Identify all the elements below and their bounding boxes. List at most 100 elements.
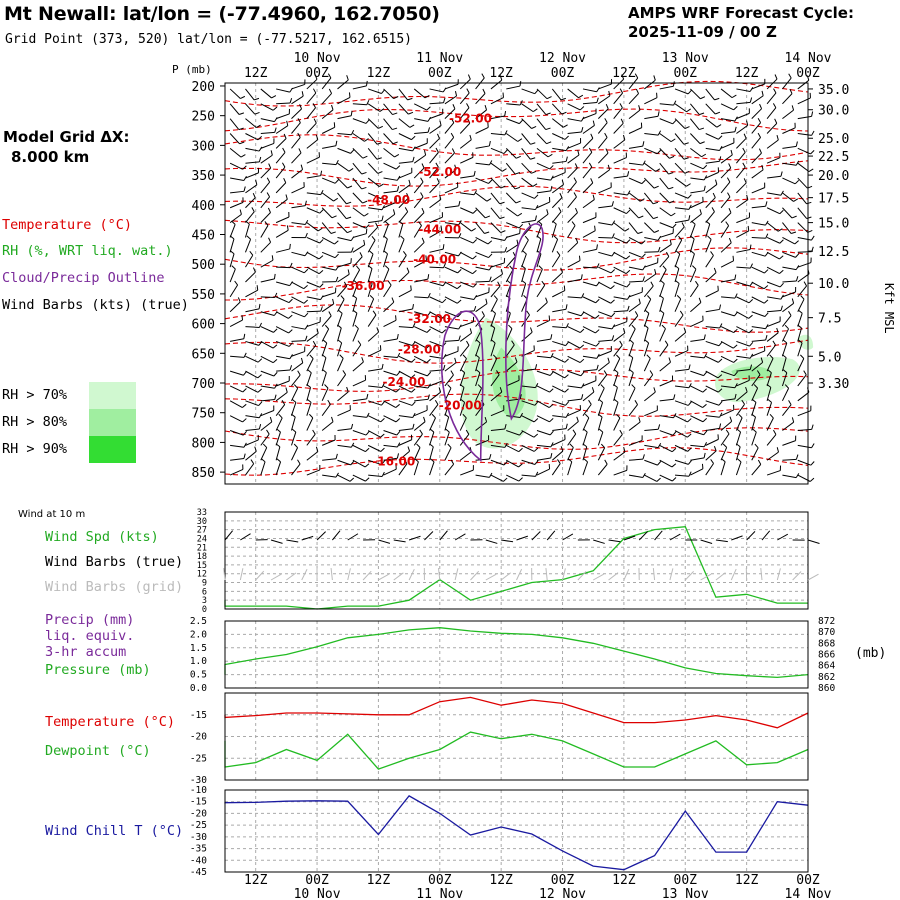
wind-barb — [304, 324, 309, 330]
wind-barb — [411, 358, 416, 363]
surface-wind-barb-grid — [516, 568, 523, 581]
wind-barb — [352, 344, 362, 357]
pressure-right-tick: 864 — [818, 661, 835, 672]
surface-wind-barb-grid — [362, 570, 372, 581]
wind-barb — [312, 88, 317, 94]
wind-barb — [281, 162, 286, 168]
wind-barb — [276, 369, 291, 372]
wind-barb — [291, 152, 302, 164]
wind-barb — [551, 184, 564, 194]
wind-barb — [657, 130, 662, 136]
wind-barb — [567, 458, 573, 463]
wind-barb — [647, 295, 652, 300]
wind-barb — [249, 250, 254, 256]
wind-barb — [582, 431, 588, 446]
wind-barb — [469, 328, 473, 334]
wind-barb — [383, 444, 398, 448]
wind-barb — [717, 388, 723, 393]
wind-barb — [592, 120, 595, 126]
wind-barb — [484, 105, 488, 111]
wind-barb — [383, 253, 388, 268]
time-label-bottom: 12Z — [244, 873, 268, 888]
wind-barb — [654, 230, 660, 233]
wind-barb — [347, 185, 353, 189]
wind-barb — [598, 266, 612, 274]
wind-barb — [674, 133, 685, 145]
wind-barb — [743, 133, 747, 139]
wind-barb — [475, 291, 490, 298]
wind-barb — [490, 313, 496, 327]
wind-barb — [653, 75, 656, 81]
wind-barb — [477, 384, 482, 389]
wind-barb — [728, 237, 732, 243]
wind-barb — [466, 340, 470, 346]
wind-barb — [251, 207, 255, 212]
wind-barb — [304, 200, 307, 206]
wind-barb — [773, 88, 777, 94]
wind-barb — [519, 431, 524, 436]
wind-barb — [229, 319, 243, 328]
wind-barb — [258, 401, 263, 406]
wind-barb — [439, 194, 442, 200]
wind-barb — [484, 416, 488, 423]
wind-barb — [285, 194, 288, 200]
isotherm-label: -20.00 — [439, 399, 482, 413]
wind-barb — [490, 207, 501, 219]
wind-barb — [504, 442, 508, 448]
wind-barb — [444, 281, 458, 290]
wind-barb — [634, 400, 638, 405]
wind-barb — [337, 374, 347, 387]
wind-barb — [782, 222, 792, 234]
wind-barb — [299, 104, 303, 110]
wind-barb — [628, 421, 641, 431]
wind-barb — [350, 460, 355, 466]
wind-barb — [669, 200, 675, 204]
wind-barb — [439, 120, 442, 126]
wind-barb — [659, 344, 669, 357]
wind-barb — [395, 388, 401, 393]
wind-barb — [229, 284, 239, 298]
wind-barb — [711, 207, 715, 212]
wind-barb — [450, 370, 454, 376]
isotherm-label: -52.00 — [418, 165, 461, 179]
wind-barb — [429, 113, 443, 120]
surface-wind-barb-true — [332, 530, 341, 541]
wind-barb — [643, 313, 650, 327]
wind-barb — [258, 424, 262, 430]
wind-barb — [429, 88, 444, 93]
wind-barb — [797, 313, 803, 327]
wind-barb — [581, 293, 585, 299]
wind-barb — [797, 459, 812, 466]
wind-barb — [245, 254, 254, 268]
wind-barb — [674, 207, 690, 210]
wind-barb — [272, 344, 278, 349]
wind-barb — [582, 216, 597, 224]
wind-barb — [719, 304, 722, 310]
wind-barb — [337, 339, 342, 344]
wind-barb — [352, 133, 365, 142]
wind-barb — [665, 251, 670, 257]
wind-barb — [275, 166, 286, 179]
panel-tick-label: 33 — [197, 508, 207, 518]
wind-barb — [521, 177, 534, 187]
wind-barb — [275, 461, 282, 476]
wind-barb — [582, 428, 588, 433]
wind-barb — [797, 251, 812, 253]
wind-barb — [387, 280, 392, 286]
wind-barb — [705, 340, 720, 347]
day-label-top: 14 Nov — [785, 51, 832, 66]
wind-barb — [521, 133, 531, 145]
wind-barb — [234, 280, 239, 286]
surface-wind-barb-true — [777, 533, 789, 541]
wind-barb — [628, 266, 643, 271]
wind-barb — [411, 388, 416, 393]
wind-barb — [245, 415, 260, 419]
time-label-bottom: 00Z — [674, 873, 698, 888]
wind-barb — [751, 281, 765, 290]
wind-barb — [598, 251, 612, 257]
time-label-top: 12Z — [735, 66, 759, 81]
wind-barb — [551, 197, 563, 209]
wind-barb — [505, 244, 519, 253]
wind-barb — [597, 416, 603, 431]
wind-barb — [293, 443, 298, 448]
